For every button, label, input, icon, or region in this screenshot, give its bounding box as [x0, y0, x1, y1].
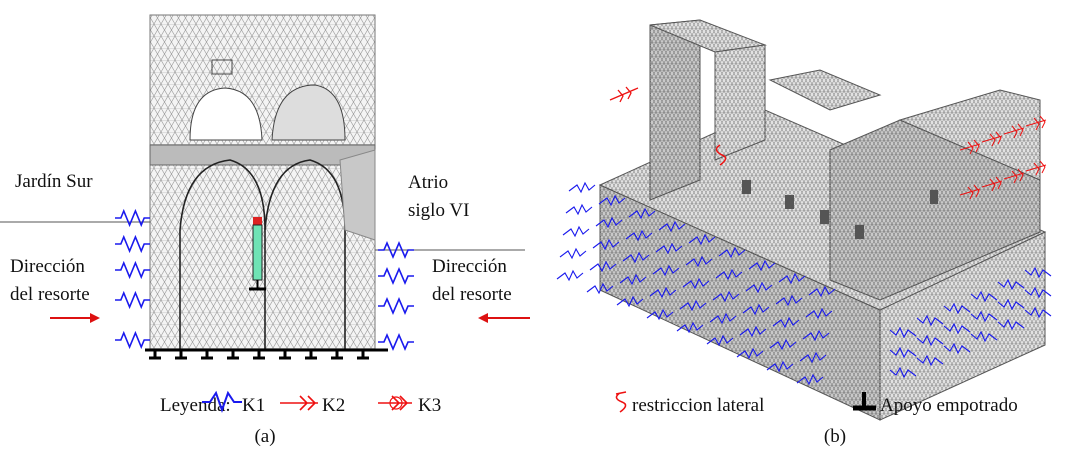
- figure: Jardín Sur Atrio siglo VI Dirección del …: [0, 0, 1070, 450]
- spring: [115, 237, 150, 251]
- legend-label: Apoyo empotrado: [880, 395, 1018, 416]
- spring: [115, 211, 150, 225]
- left-label: Jardín Sur: [15, 171, 93, 192]
- legend-label: K1: [242, 395, 265, 416]
- spring: [378, 243, 414, 257]
- direction-label: del resorte: [432, 284, 512, 305]
- panel-b-model: [557, 20, 1051, 420]
- spring: [563, 227, 589, 236]
- caption: (b): [824, 426, 846, 447]
- spring: [378, 299, 414, 313]
- legend-label: K2: [322, 395, 345, 416]
- spring: [560, 249, 586, 258]
- caption: (a): [254, 426, 275, 447]
- direction-label: Dirección: [10, 256, 85, 277]
- spring: [378, 335, 414, 349]
- spring: [378, 269, 414, 283]
- direction-label: del resorte: [10, 284, 90, 305]
- spring: [566, 205, 592, 214]
- right-label: siglo VI: [408, 200, 469, 221]
- spring-k3: [610, 87, 638, 102]
- spring: [115, 293, 150, 307]
- spring: [557, 271, 583, 280]
- legend: Leyenda: K1 K2 K3 restriccion lateral Ap…: [160, 392, 1018, 416]
- spring: [569, 183, 595, 192]
- legend-label: restriccion lateral: [632, 395, 764, 416]
- direction-label: Dirección: [432, 256, 507, 277]
- spring: [115, 333, 150, 347]
- legend-label: K3: [418, 395, 441, 416]
- spring: [115, 263, 150, 277]
- right-label: Atrio: [408, 172, 448, 193]
